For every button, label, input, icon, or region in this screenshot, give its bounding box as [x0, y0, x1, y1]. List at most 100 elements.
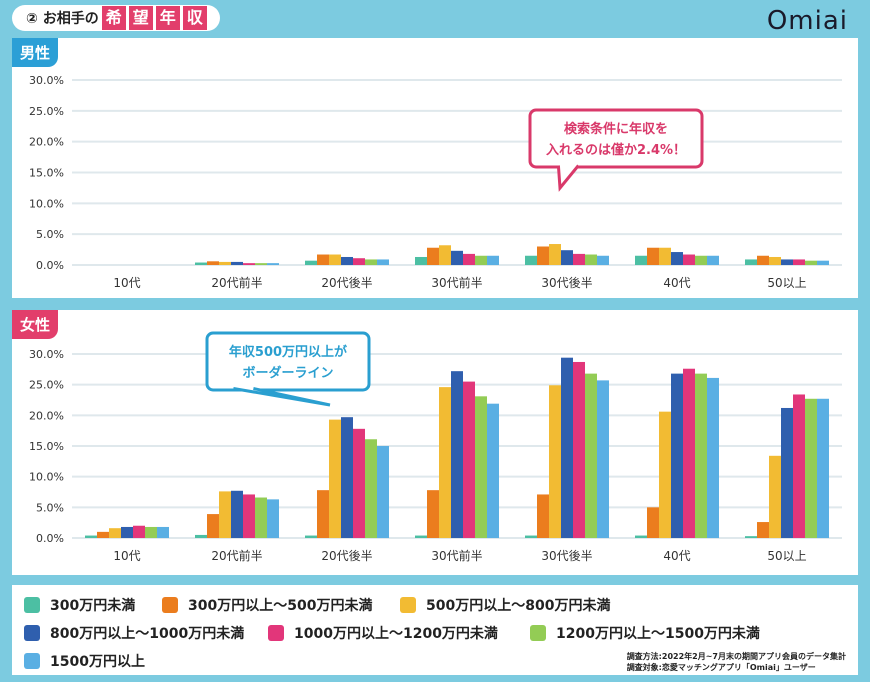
bar	[255, 497, 267, 538]
bar	[707, 377, 719, 538]
bar	[207, 261, 219, 265]
bar	[487, 255, 499, 265]
bar	[377, 446, 389, 538]
bar	[659, 411, 671, 538]
bar	[695, 373, 707, 538]
callout-text: 年収500万円以上が	[229, 344, 347, 360]
y-tick-label: 15.0%	[29, 440, 64, 453]
y-tick-label: 0.0%	[36, 532, 64, 545]
x-tick-label: 20代後半	[321, 549, 372, 563]
bar	[463, 253, 475, 265]
bar	[207, 514, 219, 538]
male-tag: 男性	[12, 38, 59, 67]
footnote-target: 調査対象:恋愛マッチングアプリ「Omiai」ユーザー	[626, 663, 816, 672]
bar	[525, 255, 537, 265]
title-highlight-char: 希	[101, 6, 126, 30]
bar	[329, 254, 341, 265]
bar	[365, 439, 377, 538]
bar	[671, 252, 683, 265]
y-tick-label: 15.0%	[29, 167, 64, 180]
title-highlight-char: 望	[128, 6, 153, 30]
callout-tail	[233, 387, 331, 407]
bar	[267, 263, 279, 265]
x-tick-label: 10代	[113, 549, 140, 563]
y-tick-label: 5.0%	[36, 501, 64, 514]
male-chart: 0.0% 5.0% 10.0% 15.0% 20.0% 25.0% 30.0% 10代 20代前…	[29, 74, 842, 290]
callout-box	[528, 108, 704, 169]
bar	[585, 373, 597, 538]
y-tick-label: 25.0%	[29, 105, 64, 118]
y-tick-label: 0.0%	[36, 259, 64, 272]
legend-label: 300万円以上〜500万円未満	[188, 598, 373, 614]
x-tick-label: 30代後半	[541, 276, 592, 290]
legend-label: 1000万円以上〜1200万円未満	[294, 626, 498, 642]
y-tick-label: 20.0%	[29, 409, 64, 422]
bar	[549, 244, 561, 265]
page-title: ② お相手の 希 望 年 収	[12, 5, 220, 31]
bar	[793, 394, 805, 538]
legend-swatch	[24, 625, 40, 641]
bar	[427, 490, 439, 538]
legend-item: 1500万円以上	[24, 651, 145, 671]
bar	[463, 381, 475, 538]
male-panel: 0.0% 5.0% 10.0% 15.0% 20.0% 25.0% 30.0% 10代 20代前…	[12, 38, 858, 298]
legend-item: 1000万円以上〜1200万円未満	[268, 623, 498, 643]
bar	[475, 255, 487, 265]
bar	[341, 417, 353, 538]
bar	[781, 407, 793, 538]
bar	[317, 254, 329, 265]
bar	[659, 247, 671, 265]
bar	[769, 256, 781, 265]
bar	[597, 255, 609, 265]
bar	[317, 490, 329, 538]
footnote: 調査方法:2022年2月~7月末の期間アプリ会員のデータ集計 調査対象:恋愛マッ…	[627, 651, 846, 673]
bar	[805, 398, 817, 538]
y-tick-label: 20.0%	[29, 136, 64, 149]
bar	[195, 262, 207, 265]
bar	[817, 398, 829, 538]
bar	[341, 256, 353, 265]
footnote-method: 調査方法:2022年2月~7月末の期間アプリ会員のデータ集計	[626, 652, 846, 661]
bar	[647, 247, 659, 265]
legend-label: 300万円未満	[50, 598, 136, 614]
x-tick-label: 10代	[113, 276, 140, 290]
bar	[267, 499, 279, 538]
legend-item: 500万円以上〜800万円未満	[400, 595, 610, 615]
y-tick-label: 10.0%	[29, 197, 64, 210]
callout-text: ボーダーライン	[242, 365, 333, 381]
bar	[109, 528, 121, 538]
legend-swatch	[268, 625, 284, 641]
bar	[781, 259, 793, 265]
callout-box	[205, 331, 371, 392]
female-panel: 0.0% 5.0% 10.0% 15.0% 20.0% 25.0% 30.0% 10代 20代前…	[12, 310, 858, 575]
bar	[769, 455, 781, 538]
bar	[157, 526, 169, 538]
bar	[573, 253, 585, 265]
bar	[745, 259, 757, 265]
legend-swatch	[162, 597, 178, 613]
bar	[305, 535, 317, 538]
bar	[451, 371, 463, 538]
y-tick-label: 10.0%	[29, 471, 64, 484]
bar	[255, 263, 267, 265]
bar	[243, 263, 255, 265]
bar	[231, 490, 243, 538]
bar	[647, 507, 659, 538]
bar	[683, 368, 695, 538]
bar	[549, 385, 561, 538]
bar	[561, 357, 573, 538]
bar	[415, 535, 427, 538]
callout-text: 入れるのは僅か2.4%！	[546, 142, 686, 158]
bar	[219, 491, 231, 538]
bar	[487, 403, 499, 538]
legend-swatch	[24, 653, 40, 669]
x-tick-label: 20代前半	[211, 548, 262, 563]
bar	[475, 396, 487, 538]
bar	[597, 380, 609, 538]
bar	[805, 260, 817, 265]
bar	[145, 526, 157, 538]
bar	[219, 261, 231, 265]
x-tick-label: 40代	[663, 549, 690, 563]
bar	[231, 261, 243, 265]
bar	[793, 259, 805, 265]
